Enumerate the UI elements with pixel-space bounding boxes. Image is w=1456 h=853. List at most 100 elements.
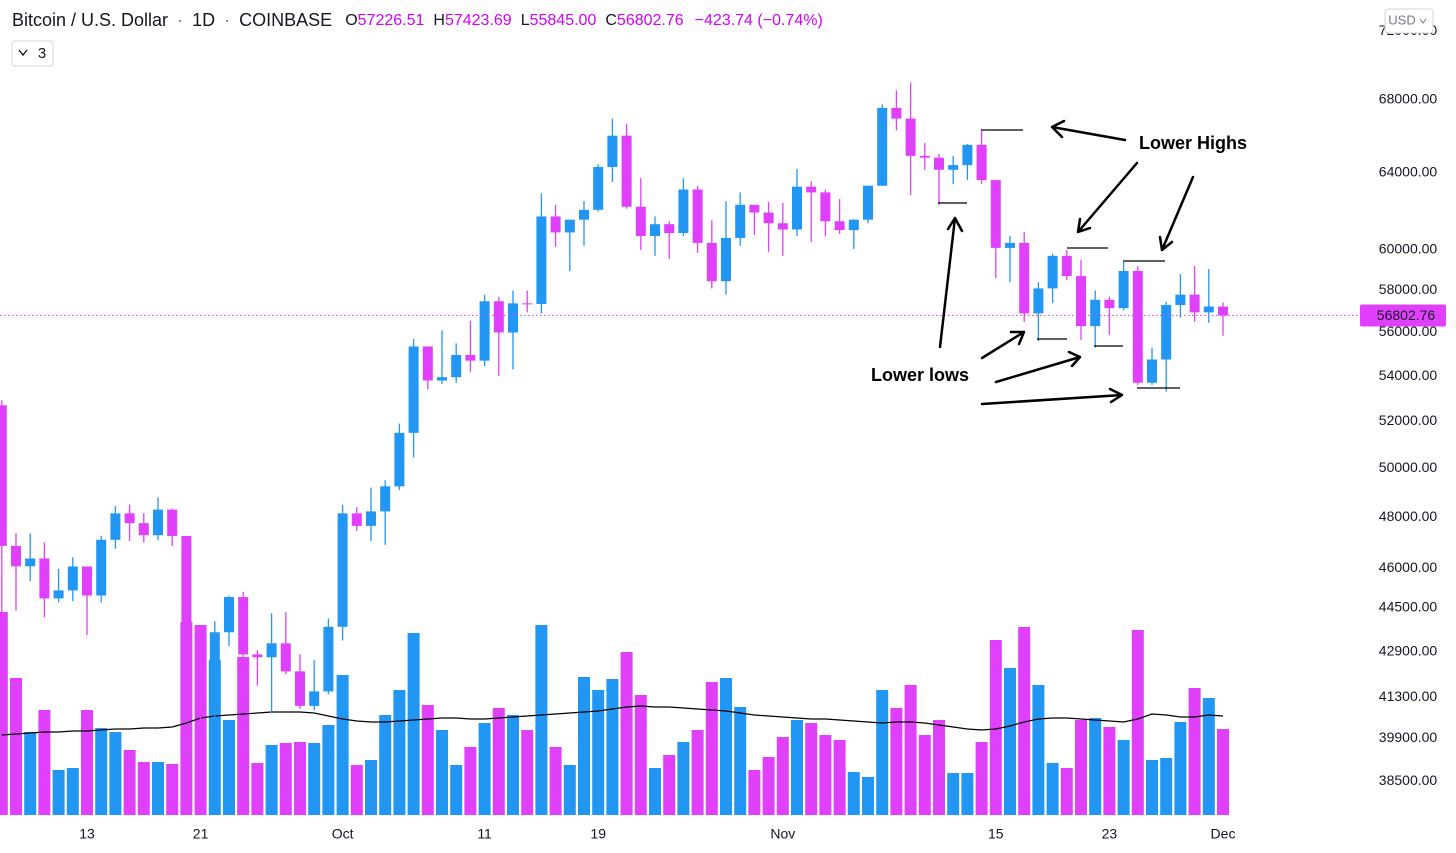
candle-body — [493, 301, 504, 333]
y-tick-label: 50000.00 — [1379, 459, 1438, 475]
candle-body — [834, 221, 845, 231]
candle-body — [635, 206, 646, 236]
candle-body — [650, 224, 660, 236]
volume-bar — [265, 745, 278, 815]
candle-body — [408, 346, 419, 433]
volume-bar — [1146, 760, 1158, 815]
candle-body — [67, 566, 78, 591]
volume-bar — [1188, 688, 1201, 815]
volume-bar — [1004, 668, 1016, 815]
x-tick-label: Dec — [1211, 826, 1236, 842]
volume-bar — [137, 762, 150, 815]
volume-bar — [294, 742, 306, 815]
candle-body — [905, 118, 916, 156]
volume-bar — [989, 640, 1002, 815]
volume-bar — [1089, 718, 1102, 815]
arrow — [1076, 161, 1139, 234]
arrow — [980, 387, 1124, 406]
candle-body — [820, 192, 831, 222]
volume-bar — [152, 762, 164, 815]
volume-bar — [975, 742, 988, 815]
volume-bar — [379, 715, 392, 815]
candle-body — [735, 204, 746, 238]
candle-body — [209, 632, 220, 715]
candle-body — [295, 671, 305, 706]
y-tick-label: 52000.00 — [1379, 412, 1438, 428]
candle-body — [366, 511, 376, 526]
x-tick-label: Oct — [332, 826, 354, 842]
candle-body — [96, 539, 107, 596]
volume-bar — [180, 622, 193, 815]
volume-bar — [336, 675, 349, 815]
volume-bar — [52, 770, 65, 815]
candle-body — [1218, 306, 1228, 316]
candle-body — [848, 219, 859, 231]
volume-bar — [918, 735, 931, 815]
x-tick-label: 11 — [477, 826, 492, 842]
candle-body — [167, 509, 178, 536]
candle-body — [1132, 271, 1143, 383]
x-tick-label: 13 — [79, 826, 95, 842]
volume-bar — [365, 760, 377, 815]
annotation: Lower Highs — [1139, 133, 1247, 153]
y-tick-label: 68000.00 — [1379, 91, 1438, 107]
candle-body — [976, 144, 987, 181]
candle-body — [195, 650, 206, 715]
currency-box — [1384, 8, 1434, 34]
y-tick-label: 42900.00 — [1379, 642, 1438, 658]
x-tick-label: 15 — [988, 826, 1004, 842]
candle-body — [522, 303, 533, 305]
plot — [0, 82, 1362, 815]
y-tick-label: 44500.00 — [1379, 598, 1438, 614]
currency-button[interactable]: USD — [1384, 8, 1434, 34]
y-tick-label: 64000.00 — [1379, 163, 1438, 179]
header: Bitcoin / U.S. Dollar · 1D · COINBASE O5… — [12, 10, 823, 30]
indicator-count: 3 — [38, 45, 46, 62]
volume-bar — [720, 678, 732, 815]
candle-body — [579, 209, 589, 220]
volume-bar — [890, 708, 903, 815]
volume-bar — [535, 625, 548, 815]
volume-bar — [1131, 630, 1144, 815]
volume-bar — [663, 755, 676, 815]
volume-bar — [620, 652, 633, 815]
volume-bar — [38, 710, 51, 815]
candle-body — [309, 691, 320, 706]
arrow — [1050, 119, 1127, 142]
volume-bar — [549, 747, 562, 815]
level-lines — [938, 129, 1180, 389]
volume-bar — [691, 730, 704, 815]
candle-body — [1147, 359, 1157, 383]
volume-bar — [223, 720, 235, 815]
y-tick-label: 54000.00 — [1379, 367, 1438, 383]
legend-value: 56802.76 — [617, 12, 684, 29]
volume-bar — [1103, 727, 1116, 815]
volume-bar — [1032, 685, 1045, 815]
candle-body — [1104, 299, 1115, 309]
candle-body — [224, 597, 234, 633]
candle-body — [1175, 294, 1186, 306]
candle-body — [877, 107, 888, 186]
exchange: COINBASE — [239, 10, 332, 30]
volume-bar — [1202, 698, 1215, 815]
candle-body — [863, 185, 873, 220]
toggle-box[interactable] — [11, 40, 54, 67]
indicators-toggle[interactable]: 3 — [11, 40, 54, 67]
candle-body — [252, 654, 263, 658]
candle-body — [564, 219, 575, 233]
y-tick-label: 41300.00 — [1379, 688, 1438, 704]
y-tick-label: 39900.00 — [1379, 729, 1438, 745]
candle-body — [266, 643, 277, 658]
candle-body — [1019, 242, 1030, 314]
candle-body — [508, 303, 518, 333]
candle-body — [153, 509, 163, 536]
currency-label: USD — [1388, 12, 1415, 27]
volume-bar — [521, 730, 534, 815]
candle-body — [962, 144, 973, 166]
candle-body — [1076, 276, 1086, 327]
candle-body — [280, 643, 291, 672]
candle-body — [550, 216, 561, 233]
x-tick-label: 21 — [193, 826, 209, 842]
volume-bar — [592, 690, 605, 815]
